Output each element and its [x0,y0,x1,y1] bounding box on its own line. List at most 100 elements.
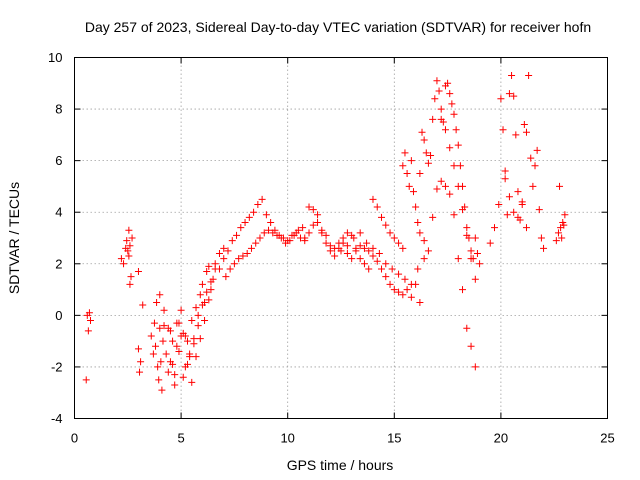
data-point [192,304,200,312]
data-point [194,311,202,319]
data-point [154,363,162,371]
data-point [405,182,413,190]
y-tick-label: 0 [55,308,62,323]
data-point [160,306,168,314]
data-point [220,255,228,263]
data-point [86,317,94,325]
data-point [262,211,270,219]
data-point [290,231,298,239]
data-point [363,239,371,247]
data-point [382,221,390,229]
data-point [525,72,533,80]
data-point [159,337,167,345]
data-point [277,234,285,242]
data-point [241,219,249,227]
data-point [407,293,415,301]
data-point [510,208,518,216]
data-point [188,378,196,386]
data-point [183,360,191,368]
data-point [245,213,253,221]
data-point [125,252,133,260]
data-point [399,244,407,252]
data-point [222,273,230,281]
data-point [446,190,454,198]
data-point [322,239,330,247]
data-point [155,376,163,384]
data-point [433,77,441,85]
data-point [224,247,232,255]
data-point [508,72,516,80]
data-point [473,249,481,257]
data-point [459,286,467,294]
grid [74,57,608,419]
data-point [188,317,196,325]
data-point [203,288,211,296]
x-axis-label: GPS time / hours [287,457,394,473]
data-point [418,128,426,136]
data-point [454,182,462,190]
data-point [463,224,471,232]
data-point [382,273,390,281]
data-point [160,322,168,330]
data-point [375,249,383,257]
data-point [198,301,206,309]
x-tick-label: 20 [494,431,508,446]
data-point [535,206,543,214]
data-point [282,239,290,247]
data-point [403,286,411,294]
data-point [356,242,364,250]
data-point [156,291,164,299]
data-point [399,291,407,299]
data-point [314,211,322,219]
data-point [518,200,526,208]
data-point [454,255,462,263]
data-point [171,381,179,389]
data-point [186,350,194,358]
data-point [446,90,454,98]
data-point [226,265,234,273]
data-point [158,386,166,394]
data-point [136,368,144,376]
y-axis: -4 -2 0 2 4 6 8 10 [48,50,608,426]
data-point [250,208,258,216]
data-point [139,301,147,309]
data-point [414,265,422,273]
data-point [82,376,90,384]
data-point [486,239,494,247]
data-point [476,260,484,268]
data-point [437,105,445,113]
x-axis: 0 5 10 15 20 25 [71,57,615,446]
data-point [558,234,566,242]
data-point [501,167,509,175]
data-point [467,255,475,263]
y-tick-label: 10 [48,50,62,65]
data-point [435,87,443,95]
data-point [431,95,439,103]
data-point [348,255,356,263]
data-point [326,247,334,255]
data-point [463,324,471,332]
data-point [450,211,458,219]
data-point [422,149,430,157]
data-point [533,146,541,154]
data-point [420,237,428,245]
data-point [228,237,236,245]
data-point [233,231,241,239]
data-point [123,237,131,245]
data-point [433,185,441,193]
plot-frame [74,57,608,419]
data-point [501,175,509,183]
data-point [514,188,522,196]
data-point [497,95,505,103]
data-point [429,213,437,221]
data-point [299,224,307,232]
data-point [194,322,202,330]
data-point [446,144,454,152]
data-point [205,262,213,270]
data-point [305,229,313,237]
data-point [514,213,522,221]
data-point [162,350,170,358]
data-point [157,358,165,366]
data-point [441,126,449,134]
data-point [256,234,264,242]
